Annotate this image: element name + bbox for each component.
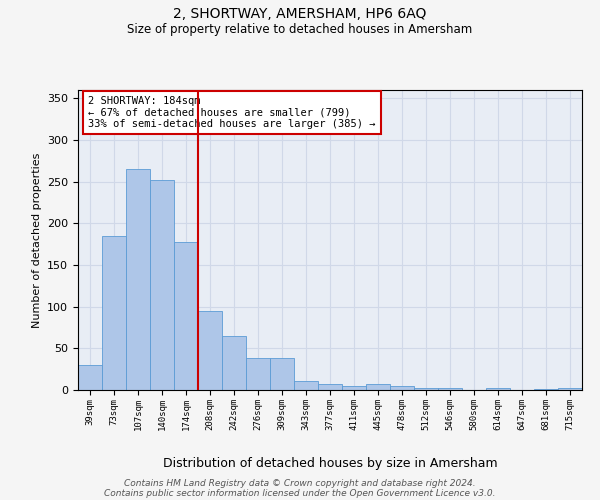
Y-axis label: Number of detached properties: Number of detached properties <box>32 152 41 328</box>
Bar <box>150 180 174 390</box>
Text: Contains public sector information licensed under the Open Government Licence v3: Contains public sector information licen… <box>104 488 496 498</box>
Bar <box>318 384 342 390</box>
Text: Size of property relative to detached houses in Amersham: Size of property relative to detached ho… <box>127 22 473 36</box>
Bar <box>558 388 582 390</box>
Bar <box>222 336 246 390</box>
Bar <box>486 388 510 390</box>
Bar <box>174 242 198 390</box>
Bar <box>414 388 438 390</box>
Bar <box>198 311 222 390</box>
Bar <box>438 388 462 390</box>
Text: Distribution of detached houses by size in Amersham: Distribution of detached houses by size … <box>163 458 497 470</box>
Bar <box>390 386 414 390</box>
Text: 2 SHORTWAY: 184sqm
← 67% of detached houses are smaller (799)
33% of semi-detach: 2 SHORTWAY: 184sqm ← 67% of detached hou… <box>88 96 376 129</box>
Bar <box>270 358 294 390</box>
Bar <box>534 389 558 390</box>
Bar <box>246 358 270 390</box>
Bar <box>294 381 318 390</box>
Bar <box>78 365 102 390</box>
Text: 2, SHORTWAY, AMERSHAM, HP6 6AQ: 2, SHORTWAY, AMERSHAM, HP6 6AQ <box>173 8 427 22</box>
Bar <box>102 236 126 390</box>
Text: Contains HM Land Registry data © Crown copyright and database right 2024.: Contains HM Land Registry data © Crown c… <box>124 478 476 488</box>
Bar <box>366 384 390 390</box>
Bar <box>126 169 150 390</box>
Bar <box>342 386 366 390</box>
